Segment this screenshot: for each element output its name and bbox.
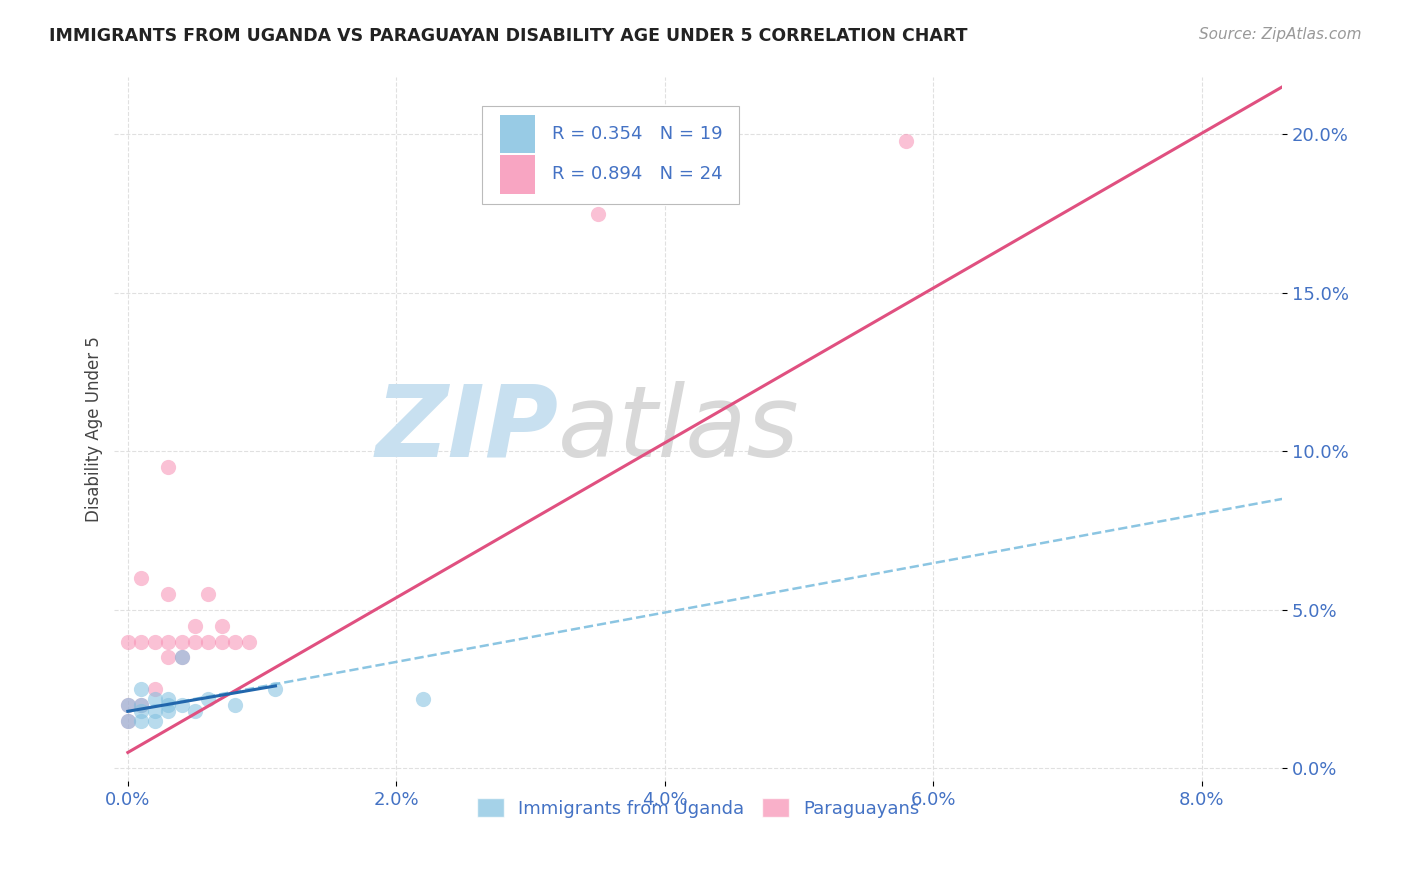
Point [129, 698, 152, 712]
Point [264, 682, 287, 697]
Point [412, 691, 434, 706]
Point [143, 682, 166, 697]
Point [896, 134, 918, 148]
Point [117, 714, 139, 728]
Text: atlas: atlas [558, 381, 800, 478]
Text: R = 0.354   N = 19: R = 0.354 N = 19 [553, 125, 723, 143]
Point [238, 634, 260, 648]
FancyBboxPatch shape [499, 155, 534, 194]
Text: ZIP: ZIP [375, 381, 558, 478]
Point [157, 587, 180, 601]
Point [143, 714, 166, 728]
Point [143, 704, 166, 718]
Point [117, 698, 139, 712]
Point [224, 698, 246, 712]
Point [170, 650, 193, 665]
Point [184, 618, 207, 632]
Point [224, 634, 246, 648]
Point [129, 698, 152, 712]
Text: R = 0.894   N = 24: R = 0.894 N = 24 [553, 165, 723, 183]
Point [184, 704, 207, 718]
Point [129, 714, 152, 728]
Point [117, 634, 139, 648]
FancyBboxPatch shape [499, 115, 534, 153]
Point [184, 634, 207, 648]
Point [129, 571, 152, 585]
Point [157, 634, 180, 648]
Legend: Immigrants from Uganda, Paraguayans: Immigrants from Uganda, Paraguayans [470, 791, 927, 825]
Y-axis label: Disability Age Under 5: Disability Age Under 5 [86, 336, 103, 522]
Point [197, 634, 219, 648]
Point [157, 650, 180, 665]
FancyBboxPatch shape [482, 105, 740, 204]
Point [143, 634, 166, 648]
Point [586, 207, 609, 221]
Point [157, 704, 180, 718]
Point [197, 587, 219, 601]
Point [197, 691, 219, 706]
Point [157, 691, 180, 706]
Point [211, 618, 233, 632]
Text: Source: ZipAtlas.com: Source: ZipAtlas.com [1198, 27, 1361, 42]
Point [211, 634, 233, 648]
Point [129, 704, 152, 718]
Text: IMMIGRANTS FROM UGANDA VS PARAGUAYAN DISABILITY AGE UNDER 5 CORRELATION CHART: IMMIGRANTS FROM UGANDA VS PARAGUAYAN DIS… [49, 27, 967, 45]
Point [170, 634, 193, 648]
Point [117, 698, 139, 712]
Point [157, 698, 180, 712]
Point [129, 634, 152, 648]
Point [143, 691, 166, 706]
Point [157, 460, 180, 475]
Point [170, 698, 193, 712]
Point [117, 714, 139, 728]
Point [129, 682, 152, 697]
Point [170, 650, 193, 665]
